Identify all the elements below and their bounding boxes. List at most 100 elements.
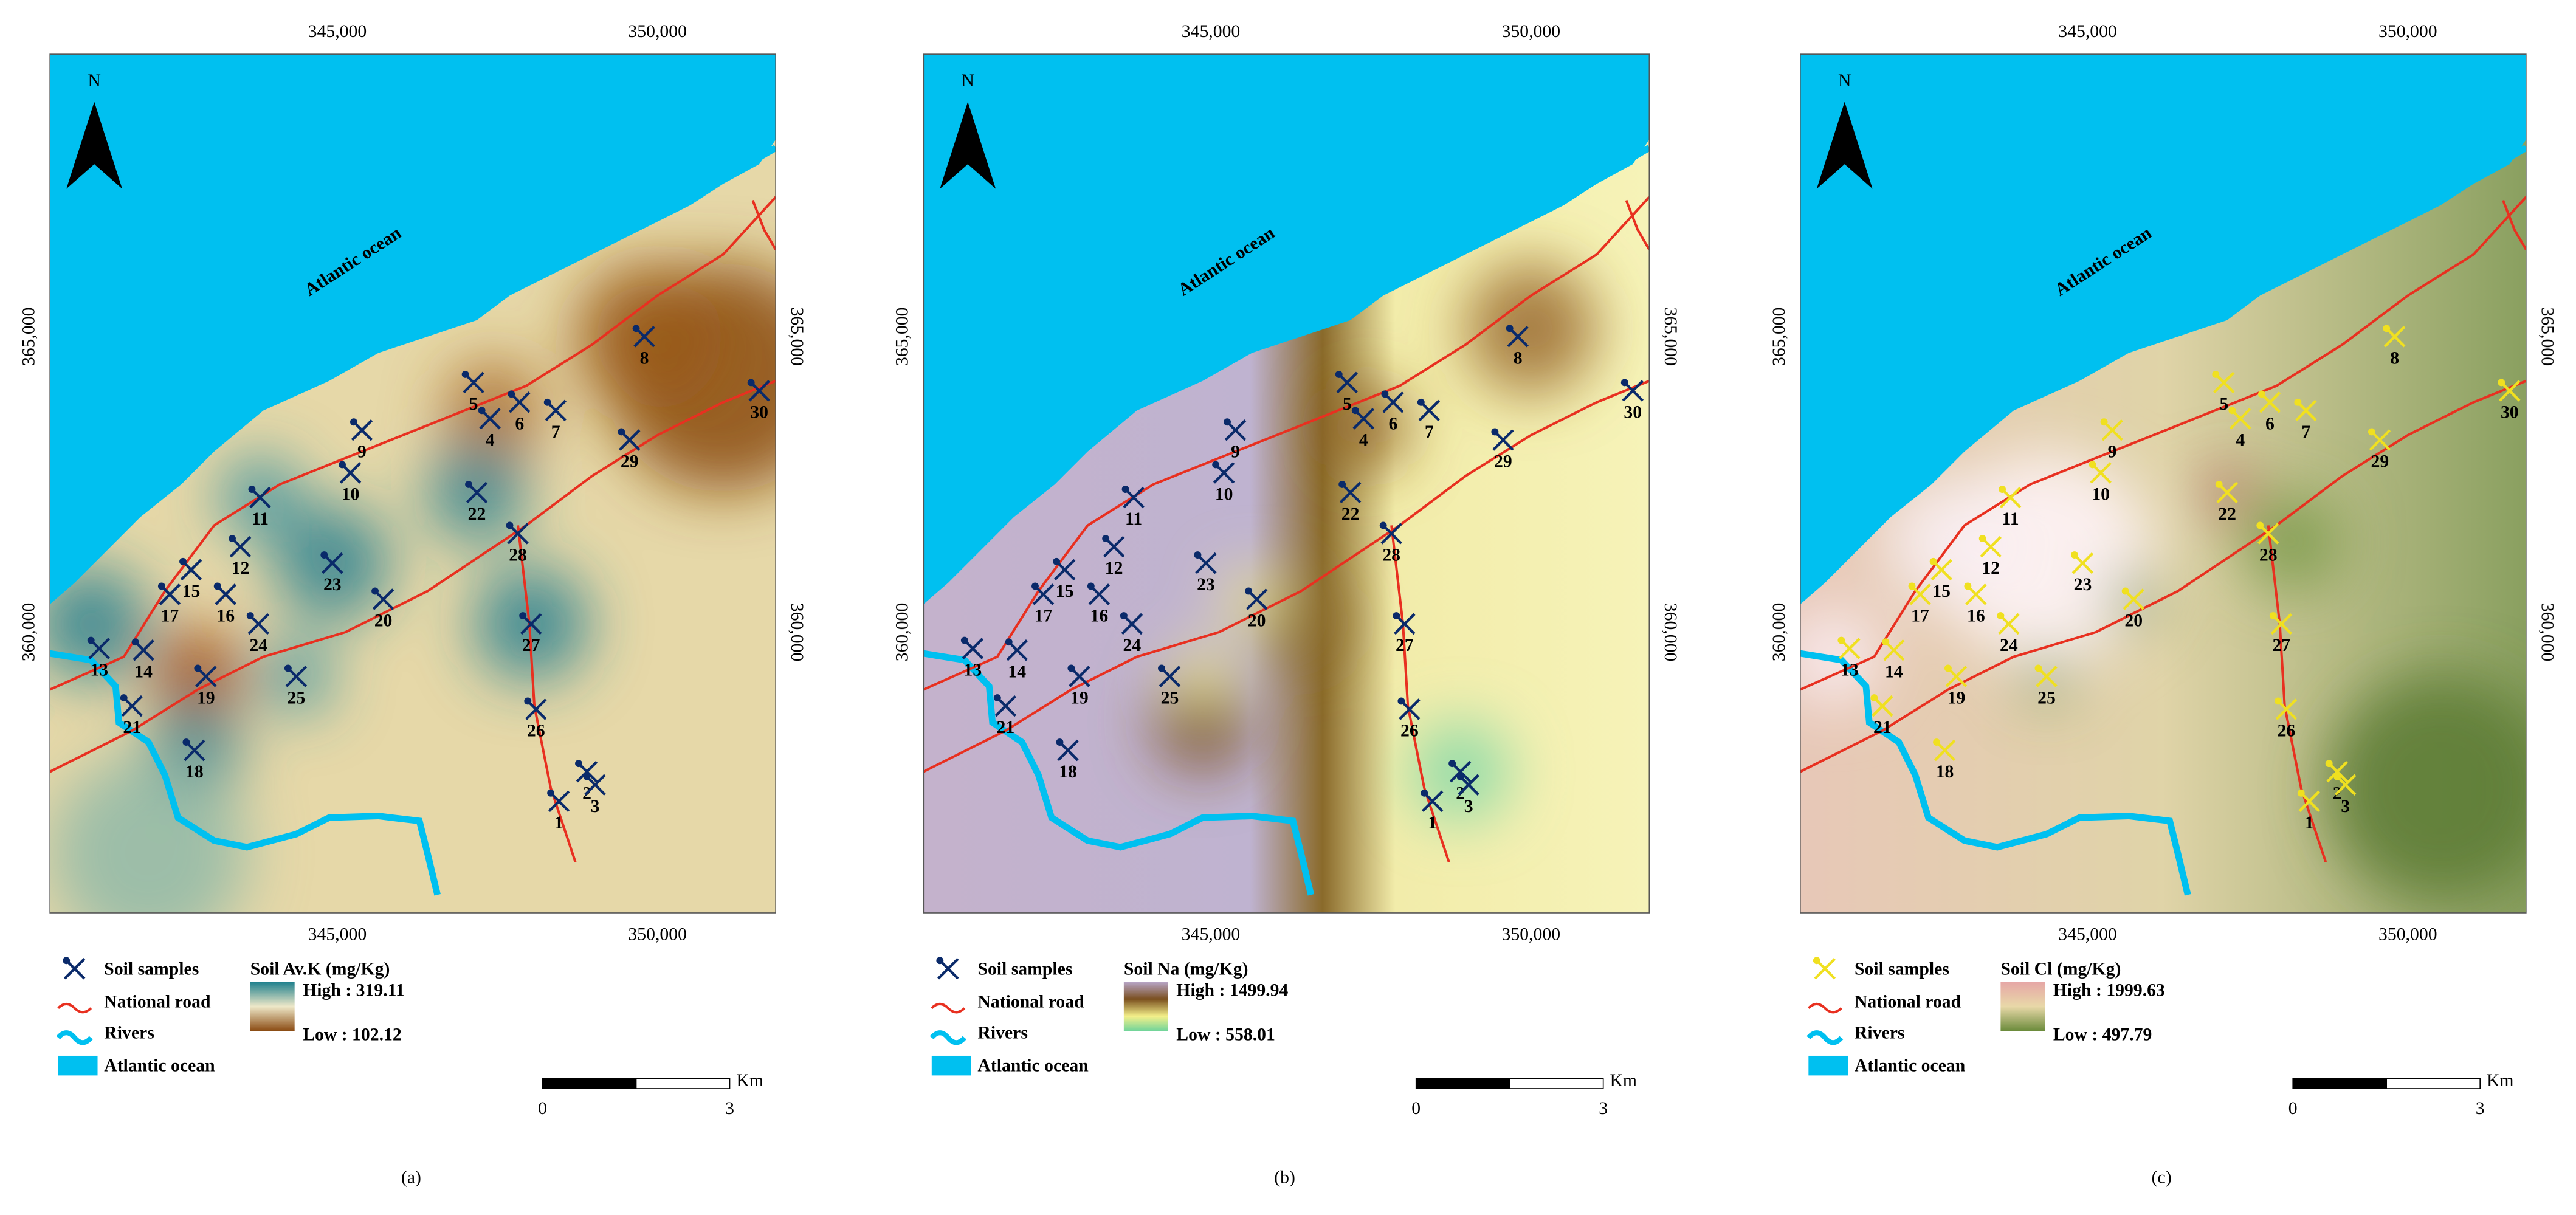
icon-head [2256,521,2264,529]
sample-icon [506,521,529,545]
icon-head [2257,390,2265,398]
legend-road [57,1002,92,1014]
icon-stroke [633,326,655,348]
icon-stroke [2298,790,2320,812]
sample-icon [547,789,570,812]
icon-head [2325,760,2333,768]
icon-stroke [2230,408,2251,430]
legend-river [1806,1030,1844,1045]
y-tick-label: 365,000 [893,308,912,367]
scale-end: 3 [1599,1099,1608,1118]
icon-head [508,390,515,398]
icon-stroke [195,666,217,687]
sample-label: 30 [2501,403,2519,422]
road [50,379,776,773]
icon-head [1120,612,1128,619]
legend-low: Low : 558.01 [1176,1025,1275,1044]
sample-label: 7 [1425,422,1434,442]
sample-label: 26 [2278,721,2296,741]
icon-stroke [545,399,567,422]
map-panel: N Atlantic ocean 345,000 345,000 350,000 350,… [893,22,1680,1188]
legend-ocean [58,1055,98,1076]
sample-label: 26 [527,721,545,741]
sample-icon [1194,551,1217,574]
river [50,650,441,896]
icon-stroke [548,790,570,812]
icon-stroke [1213,462,1235,484]
sample-icon [2274,697,2298,720]
sample-label: 3 [1464,797,1473,816]
icon-stroke [619,429,641,451]
sample-label: 21 [997,718,1015,737]
icon-stroke [2213,371,2235,394]
surface-spot [2244,492,2343,591]
icon-stroke [1934,739,1956,762]
sample-label: 29 [1494,452,1512,472]
icon-head [1882,638,1890,646]
map-frame [49,53,776,914]
surface-variation [50,263,776,913]
icon-head [1212,461,1220,469]
sample-icon [320,551,343,574]
map-panel: N Atlantic ocean 345,000 345,000 350,000 350,… [19,22,807,1188]
icon-stroke [576,760,598,783]
sample-icon [1056,738,1079,762]
sample-label: 10 [2092,485,2110,504]
icon-head [213,582,221,590]
icon-head [339,461,346,469]
icon-head [2368,428,2375,436]
sample-label: 13 [1841,661,1859,680]
river [1800,650,2191,896]
sample-label: 19 [1947,689,1966,708]
icon-stroke [748,380,770,402]
sample-label: 4 [486,430,495,450]
sample-icon [2383,325,2406,348]
north-label: N [1838,71,1851,91]
sample-icon [519,612,542,635]
sample-icon [2228,407,2251,430]
sample-icon [2333,773,2357,796]
sample-icon [747,379,770,402]
ocean [1800,54,2526,605]
sample-icon [1224,418,1247,441]
sample-label: 23 [1197,575,1215,594]
road [50,196,776,691]
icon-stroke [247,613,269,635]
icon-head [2228,407,2236,415]
sample-icon [1944,664,1968,687]
sample-icon [131,638,154,661]
sample-label: 8 [640,348,649,368]
icon-head [182,738,190,746]
sample-label: 24 [2000,636,2018,655]
icon-stroke [1980,535,2002,558]
legend-text: Soil samples [104,959,199,979]
icon-head [1056,738,1064,746]
road [923,379,1650,773]
legend-text: Soil samples [1855,959,1949,979]
sample-label: 16 [1967,607,1985,626]
panel-label: (a) [401,1168,421,1187]
icon-stroke [1380,523,1402,545]
sample-icon [2034,664,2058,687]
sample-label: 5 [469,394,478,414]
icon-stroke [1622,380,1644,402]
sample-label: 25 [1161,689,1179,708]
icon-stroke [2295,399,2317,422]
sample-label: 9 [1231,442,1240,461]
sample-icon [1837,636,1861,659]
scale-start: 0 [2288,1099,2298,1118]
sample-icon [194,664,217,687]
icon-head [284,664,292,672]
icon-head [2215,480,2223,488]
x-tick-label: 345,000 [1182,22,1241,41]
icon-stroke [2036,666,2058,687]
north-label: N [962,71,974,91]
icon-head [1031,582,1039,590]
legend-river [929,1030,966,1045]
sample-label: 10 [342,485,360,504]
icon-stroke [184,739,205,762]
icon-stroke [1965,583,1987,605]
sample-icon [1031,582,1055,605]
legend-text: Rivers [977,1024,1027,1043]
